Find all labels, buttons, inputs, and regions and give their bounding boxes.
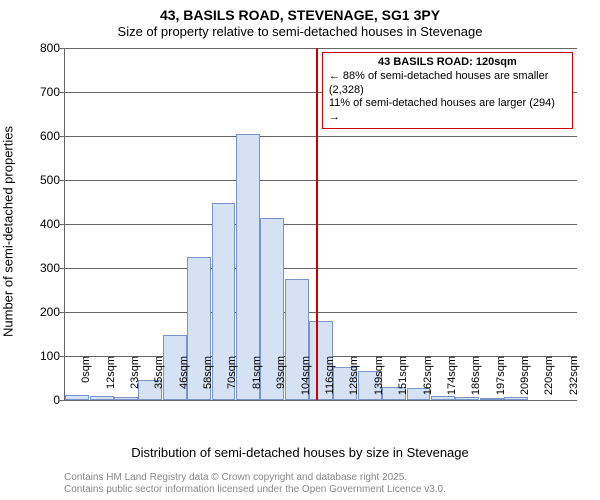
- x-tick-label: 209sqm: [519, 356, 531, 404]
- attribution-line: Contains HM Land Registry data © Crown c…: [64, 472, 446, 484]
- x-tick-label: 12sqm: [105, 356, 117, 404]
- x-tick-label: 197sqm: [495, 356, 507, 404]
- x-tick-label: 186sqm: [470, 356, 482, 404]
- attribution-text: Contains HM Land Registry data © Crown c…: [64, 472, 446, 496]
- grid-line: [65, 136, 577, 137]
- y-tick-label: 200: [26, 305, 60, 319]
- y-tick-label: 500: [26, 173, 60, 187]
- reference-line: [316, 48, 318, 400]
- grid-line: [65, 312, 577, 313]
- x-tick-label: 151sqm: [397, 356, 409, 404]
- grid-line: [65, 224, 577, 225]
- y-tick: [60, 268, 65, 269]
- x-tick-label: 220sqm: [543, 356, 555, 404]
- y-tick-label: 0: [26, 393, 60, 407]
- x-tick-label: 70sqm: [226, 356, 238, 404]
- y-tick: [60, 136, 65, 137]
- callout-line: ← 88% of semi-detached houses are smalle…: [329, 70, 566, 98]
- y-tick: [60, 400, 65, 401]
- y-tick: [60, 356, 65, 357]
- callout-box: 43 BASILS ROAD: 120sqm← 88% of semi-deta…: [322, 52, 573, 129]
- x-axis-label: Distribution of semi-detached houses by …: [0, 445, 600, 460]
- x-tick-label: 104sqm: [300, 356, 312, 404]
- y-tick-label: 300: [26, 261, 60, 275]
- callout-header: 43 BASILS ROAD: 120sqm: [329, 56, 566, 70]
- x-tick-label: 35sqm: [153, 356, 165, 404]
- x-tick-label: 93sqm: [275, 356, 287, 404]
- y-tick: [60, 224, 65, 225]
- x-tick-label: 0sqm: [80, 356, 92, 404]
- y-tick-label: 600: [26, 129, 60, 143]
- chart-container: 43, BASILS ROAD, STEVENAGE, SG1 3PY Size…: [0, 0, 600, 500]
- y-tick: [60, 180, 65, 181]
- attribution-line: Contains public sector information licen…: [64, 484, 446, 496]
- x-tick-label: 232sqm: [568, 356, 580, 404]
- chart-subtitle: Size of property relative to semi-detach…: [0, 24, 600, 43]
- x-tick-label: 23sqm: [129, 356, 141, 404]
- grid-line: [65, 180, 577, 181]
- x-tick-label: 139sqm: [373, 356, 385, 404]
- y-tick-label: 400: [26, 217, 60, 231]
- x-tick-label: 58sqm: [202, 356, 214, 404]
- callout-line: 11% of semi-detached houses are larger (…: [329, 97, 566, 125]
- x-tick-label: 46sqm: [178, 356, 190, 404]
- x-tick-label: 81sqm: [251, 356, 263, 404]
- y-tick-label: 100: [26, 349, 60, 363]
- y-tick: [60, 48, 65, 49]
- y-tick-label: 700: [26, 85, 60, 99]
- plot-area: 43 BASILS ROAD: 120sqm← 88% of semi-deta…: [64, 48, 577, 401]
- x-tick-label: 128sqm: [348, 356, 360, 404]
- x-tick-label: 174sqm: [446, 356, 458, 404]
- grid-line: [65, 48, 577, 49]
- y-tick: [60, 92, 65, 93]
- x-tick-label: 162sqm: [422, 356, 434, 404]
- y-tick: [60, 312, 65, 313]
- x-tick-label: 116sqm: [324, 356, 336, 404]
- chart-title: 43, BASILS ROAD, STEVENAGE, SG1 3PY: [0, 0, 600, 24]
- grid-line: [65, 268, 577, 269]
- y-tick-label: 800: [26, 41, 60, 55]
